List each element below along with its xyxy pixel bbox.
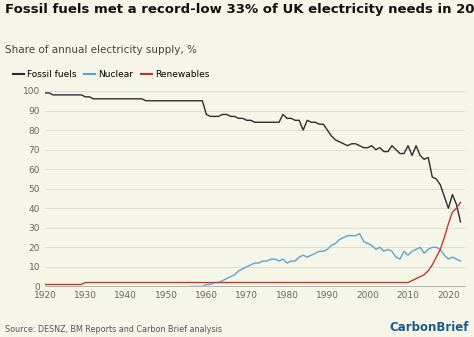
Text: CarbonBrief: CarbonBrief (390, 320, 469, 334)
Text: Fossil fuels met a record-low 33% of UK electricity needs in 2023: Fossil fuels met a record-low 33% of UK … (5, 3, 474, 17)
Text: Source: DESNZ, BM Reports and Carbon Brief analysis: Source: DESNZ, BM Reports and Carbon Bri… (5, 325, 222, 334)
Text: Share of annual electricity supply, %: Share of annual electricity supply, % (5, 45, 197, 56)
Legend: Fossil fuels, Nuclear, Renewables: Fossil fuels, Nuclear, Renewables (9, 67, 213, 83)
